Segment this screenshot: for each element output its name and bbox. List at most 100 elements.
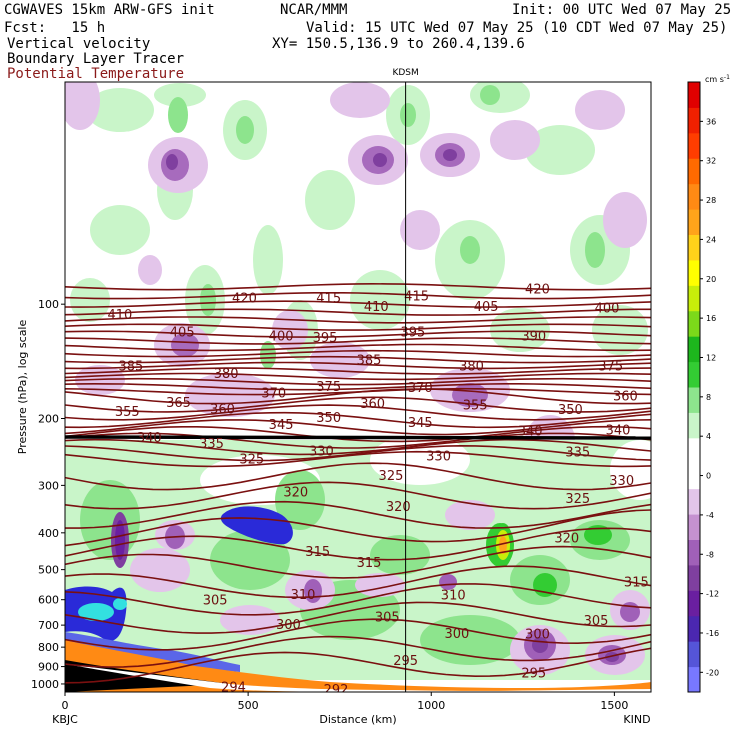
- colorbar-label: -16: [706, 629, 719, 638]
- model-title: CGWAVES 15km ARW-GFS init: [4, 2, 215, 18]
- theta-label: 330: [426, 449, 451, 464]
- y-tick-label: 200: [38, 413, 59, 426]
- strong-descent-cores: [166, 149, 457, 170]
- colorbar-frame: [687, 81, 701, 693]
- y-tick-label: 500: [38, 564, 59, 577]
- boundary-layer-cyan: [78, 603, 114, 621]
- theta-contour: [65, 583, 651, 616]
- theta-contour: [65, 411, 651, 429]
- theta-label: 365: [166, 396, 191, 411]
- start-station-label: KBJC: [52, 713, 78, 726]
- theta-label: 360: [360, 397, 385, 412]
- colorbar-swatch: [688, 209, 700, 235]
- terrain-surface: [65, 664, 651, 692]
- colorbar-swatch: [688, 412, 700, 439]
- field-label-boundary-layer-tracer: Boundary Layer Tracer: [7, 51, 185, 67]
- theta-label: 415: [404, 290, 429, 305]
- theta-contour: [65, 635, 651, 668]
- theta-contour: [65, 396, 651, 413]
- theta-label: 315: [357, 556, 382, 571]
- moderate-ascent-areas: [168, 85, 605, 369]
- station-label: KDSM: [392, 68, 418, 78]
- theta-label: 320: [283, 485, 308, 500]
- theta-label: 355: [115, 405, 140, 420]
- colorbar-unit: cm s-1: [705, 74, 730, 84]
- colorbar-label: 16: [706, 314, 716, 323]
- x-tick-label: 0: [62, 699, 69, 712]
- colorbar: 36 32 28 24 20 16 12 8 4 0 -4 -8 -12 -16 -20: [687, 81, 719, 693]
- boundary-layer-descent-band: [65, 632, 240, 672]
- theta-label: 315: [624, 575, 649, 590]
- theta-contour: [65, 349, 651, 358]
- theta-label: 355: [463, 399, 488, 414]
- theta-contour: [65, 565, 651, 599]
- colorbar-swatch: [688, 285, 700, 312]
- colorbar-swatch: [688, 590, 700, 617]
- colorbar-swatch: [688, 514, 700, 540]
- colorbar-label: 28: [706, 196, 716, 205]
- theta-contour: [65, 545, 651, 579]
- theta-label: 405: [474, 300, 499, 315]
- y-tick-label: 400: [38, 527, 59, 540]
- colorbar-swatch: [688, 463, 700, 490]
- theta-contour: [65, 367, 651, 375]
- theta-contour: [65, 377, 651, 386]
- theta-contour: [65, 527, 651, 561]
- theta-label: 340: [137, 431, 162, 446]
- colorbar-label: 24: [706, 235, 716, 244]
- theta-label: 410: [364, 300, 389, 315]
- theta-label: 385: [119, 359, 144, 374]
- colorbar-swatch: [688, 336, 700, 363]
- xy-range: XY= 150.5,136.9 to 260.4,139.6: [272, 36, 525, 52]
- theta-label: 345: [408, 416, 433, 431]
- theta-contour: [65, 330, 651, 338]
- theta-label: 405: [170, 325, 195, 340]
- theta-label: 380: [214, 367, 239, 382]
- theta-label: 385: [357, 354, 382, 369]
- plot-frame: [64, 81, 652, 693]
- colorbar-label: 8: [706, 393, 711, 402]
- theta-contour: [65, 462, 651, 491]
- theta-contour: [65, 372, 651, 381]
- colorbar-label: -8: [706, 550, 714, 559]
- theta-label: 315: [305, 545, 330, 560]
- theta-contour: [65, 419, 651, 436]
- theta-label: 340: [606, 424, 631, 439]
- field-label-vertical-velocity: Vertical velocity: [7, 36, 151, 52]
- theta-label: 300: [276, 618, 301, 633]
- forecast-hour: Fcst: 15 h: [4, 20, 106, 36]
- colorbar-swatch: [688, 666, 700, 693]
- theta-label: 390: [521, 330, 546, 345]
- theta-label: 420: [525, 283, 550, 298]
- theta-contour: [65, 618, 651, 651]
- colorbar-label: -20: [706, 668, 719, 677]
- theta-label: 360: [613, 390, 638, 405]
- theta-label: 320: [386, 500, 411, 515]
- colorbar-swatch: [688, 564, 700, 591]
- theta-contour: [65, 500, 651, 529]
- theta-label: 400: [269, 330, 294, 345]
- theta-contour: [65, 481, 651, 510]
- surface-boundary-layer: [65, 640, 651, 692]
- theta-label: 335: [199, 437, 224, 452]
- x-tick-label: 1000: [417, 699, 445, 712]
- theta-label: 395: [401, 325, 426, 340]
- colorbar-label: 0: [706, 472, 711, 481]
- theta-contour: [65, 438, 651, 456]
- theta-contour: [65, 382, 651, 391]
- theta-label: 325: [565, 492, 590, 507]
- theta-contour: [65, 647, 651, 684]
- colorbar-label: -4: [706, 511, 714, 520]
- colorbar-swatch: [688, 310, 700, 337]
- theta-label: 330: [309, 445, 334, 460]
- colorbar-swatch: [688, 539, 700, 566]
- colorbar-swatch: [688, 361, 700, 388]
- colorbar-swatch: [688, 183, 700, 210]
- theta-contour: [65, 388, 651, 405]
- theta-contour: [65, 509, 651, 547]
- theta-label-layer: 420 415 415 420 410 410 405 400 405 400 395 395 390 3…: [108, 283, 649, 692]
- y-axis-label: Pressure (hPa), log scale: [16, 320, 29, 455]
- theta-contour: [65, 300, 651, 308]
- theta-label: 305: [203, 594, 228, 609]
- theta-label: 375: [598, 359, 623, 374]
